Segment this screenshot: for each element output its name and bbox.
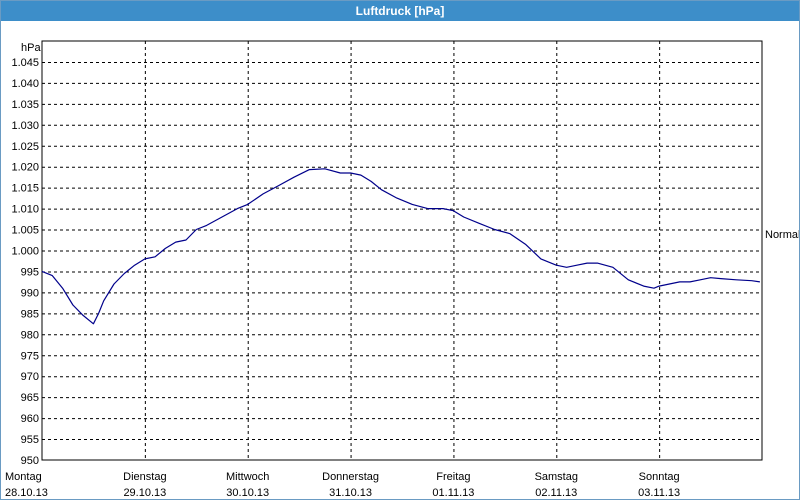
chart-grid: [41, 40, 763, 461]
x-tick-date: 28.10.13: [5, 487, 48, 499]
y-tick-label: 950: [21, 455, 39, 467]
x-tick-day: Sonntag: [639, 471, 680, 483]
x-tick-day: Samstag: [535, 471, 578, 483]
y-tick-label: 1.015: [11, 183, 39, 195]
x-tick-date: 29.10.13: [123, 487, 166, 499]
y-tick-label: 1.005: [11, 225, 39, 237]
x-tick-date: 30.10.13: [226, 487, 269, 499]
pressure-series-line: [41, 168, 760, 325]
y-tick-label: 960: [21, 413, 39, 425]
y-tick-label: 990: [21, 287, 39, 299]
y-tick-label: 965: [21, 392, 39, 404]
y-tick-label: 1.040: [11, 78, 39, 90]
y-tick-label: 1.030: [11, 120, 39, 132]
y-tick-label: 1.020: [11, 162, 39, 174]
y-tick-label: 1.045: [11, 57, 39, 69]
x-axis-ticks: Montag 28.10.13 Dienstag 29.10.13 Mittwoch 30…: [5, 471, 680, 499]
y-tick-label: 995: [21, 266, 39, 278]
plot-area: [41, 168, 760, 325]
y-tick-label: 1.035: [11, 99, 39, 111]
y-tick-label: 975: [21, 350, 39, 362]
reference-line-label: Normal: [765, 229, 799, 241]
y-tick-label: 1.010: [11, 204, 39, 216]
x-tick-day: Montag: [5, 471, 42, 483]
y-tick-label: 980: [21, 329, 39, 341]
x-tick-date: 31.10.13: [329, 487, 372, 499]
window-title: Luftdruck [hPa]: [1, 1, 799, 21]
x-tick-date: 03.11.13: [638, 487, 680, 499]
y-axis-label: hPa: [21, 42, 41, 54]
y-axis-ticks: 950 955 960 965 970 975 980 985 990 995 1.000 1.005…: [11, 57, 39, 467]
y-tick-label: 1.025: [11, 141, 39, 153]
x-tick-day: Donnerstag: [322, 471, 379, 483]
x-tick-date: 02.11.13: [535, 487, 577, 499]
y-tick-label: 985: [21, 308, 39, 320]
x-tick-day: Mittwoch: [226, 471, 269, 483]
x-tick-day: Freitag: [436, 471, 470, 483]
y-tick-label: 970: [21, 371, 39, 383]
y-tick-label: 955: [21, 434, 39, 446]
x-tick-day: Dienstag: [123, 471, 166, 483]
y-tick-label: 1.000: [11, 246, 39, 258]
x-tick-date: 01.11.13: [432, 487, 474, 499]
